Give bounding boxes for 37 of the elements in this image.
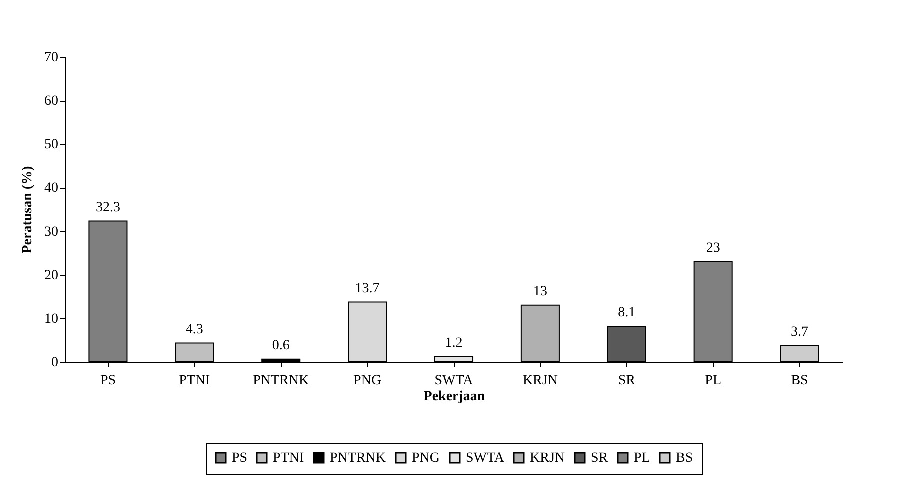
x-tick-label: PL	[705, 374, 722, 388]
y-tick-label: 0	[52, 356, 58, 370]
y-tick-label: 30	[44, 224, 58, 240]
data-label: 13	[533, 284, 548, 300]
legend-label: KRJN	[530, 451, 566, 466]
data-label: 23	[706, 240, 720, 256]
y-tick-label: 10	[44, 312, 58, 327]
data-label: 8.1	[618, 306, 636, 321]
y-tick-label: 40	[44, 181, 58, 196]
x-tick-label: PTNI	[179, 374, 211, 388]
legend-label: PS	[232, 451, 248, 466]
data-label: 0.6	[272, 338, 290, 354]
y-tick-label: 20	[44, 268, 58, 284]
legend-label: SWTA	[466, 451, 506, 466]
y-axis-title: Peratusan (%)	[20, 166, 36, 254]
x-tick-label: SWTA	[434, 374, 474, 388]
legend-label: PTNI	[273, 451, 304, 466]
x-tick-label: PS	[100, 374, 116, 388]
legend-label: PL	[634, 451, 650, 466]
x-tick-label: PNTRNK	[253, 374, 310, 388]
y-tick-label: 70	[44, 50, 58, 66]
y-tick-label: 50	[44, 138, 58, 153]
legend-label: PNG	[412, 451, 440, 466]
x-tick-label: BS	[791, 374, 808, 388]
y-tick-label: 60	[44, 94, 58, 110]
legend-label: SR	[591, 451, 609, 466]
data-label: 13.7	[355, 281, 380, 296]
x-tick-label: SR	[618, 374, 636, 388]
data-label: 3.7	[791, 324, 809, 340]
x-tick-label: KRJN	[522, 374, 558, 388]
legend-label: PNTRNK	[330, 451, 386, 466]
data-label: 1.2	[445, 336, 463, 351]
data-label: 4.3	[186, 322, 204, 338]
data-label: 32.3	[96, 200, 120, 216]
x-axis-title: Pekerjaan	[424, 390, 486, 404]
legend-label: BS	[676, 451, 694, 466]
x-tick-label: PNG	[354, 374, 382, 388]
